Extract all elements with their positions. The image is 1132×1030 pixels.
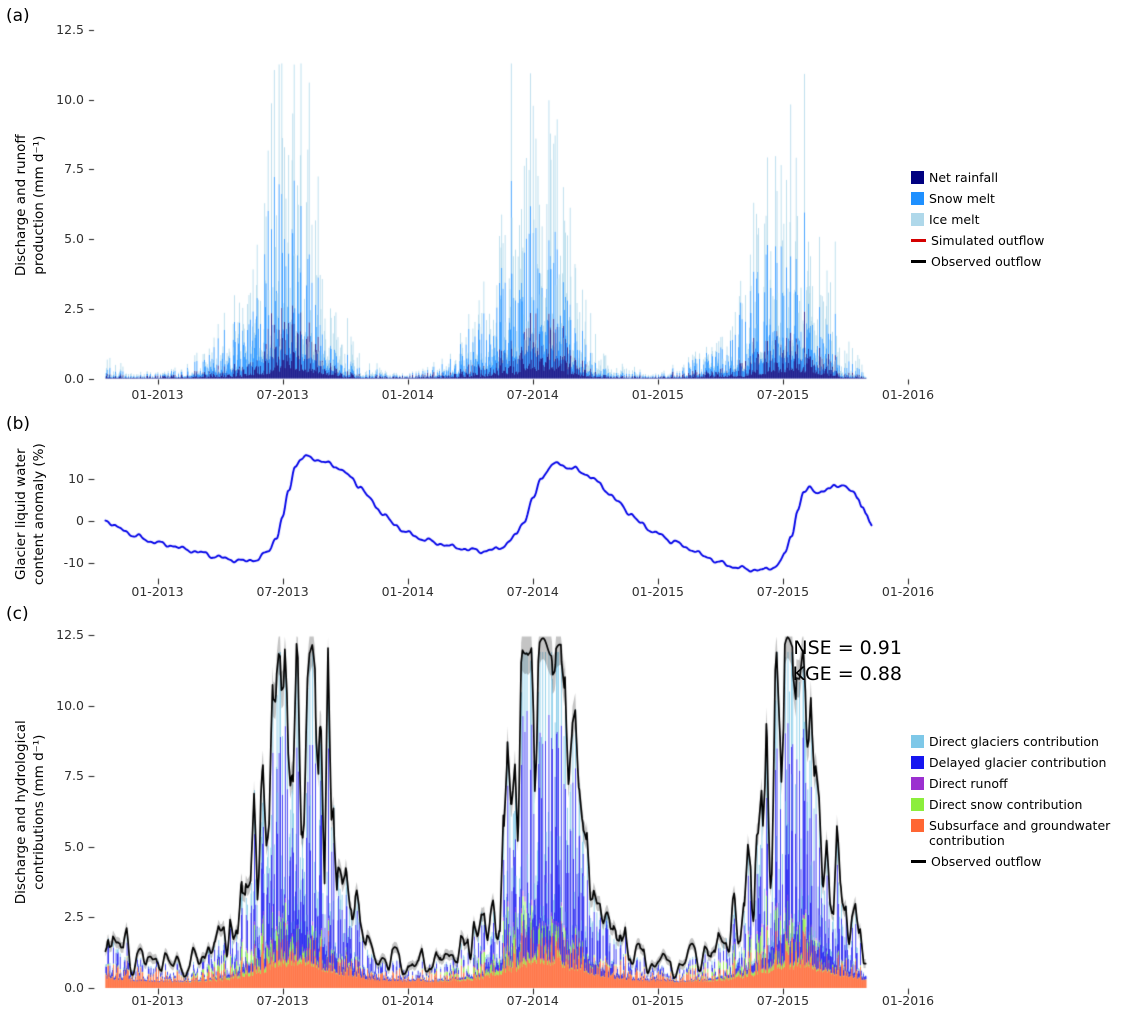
legend-item: Observed outflow: [911, 854, 1129, 869]
legend-item: Observed outflow: [911, 254, 1044, 269]
x-tick-label: 07-2015: [756, 584, 810, 599]
x-tick-label: 07-2014: [506, 387, 559, 402]
y-tick-label: -10: [63, 555, 84, 571]
legend-item: Snow melt: [911, 191, 1044, 206]
legend-item: Direct snow contribution: [911, 797, 1129, 812]
legend-label: Direct runoff: [929, 776, 1008, 791]
legend-label: Net rainfall: [929, 170, 999, 185]
legend-item: Subsurface and groundwater contribution: [911, 818, 1129, 848]
x-tick-label: 07-2013: [256, 584, 309, 599]
legend-label: Observed outflow: [931, 254, 1042, 269]
legend-item: Ice melt: [911, 212, 1044, 227]
y-tick-label: 0.0: [64, 980, 84, 995]
x-tick-label: 07-2015: [756, 387, 810, 402]
x-tick-label: 01-2013: [131, 584, 184, 599]
x-tick-label: 07-2015: [756, 993, 810, 1008]
legend-square-swatch: [911, 756, 924, 769]
legend-square-swatch: [911, 213, 924, 226]
x-tick-label: 01-2013: [131, 993, 184, 1008]
legend-label: Snow melt: [929, 191, 995, 206]
y-tick-label: 0: [76, 513, 84, 529]
y-tick-label: 7.5: [64, 161, 84, 177]
x-tick-label: 01-2015: [631, 993, 684, 1008]
legend-square-swatch: [911, 777, 924, 790]
legend-square-swatch: [911, 798, 924, 811]
legend-label: Subsurface and groundwater contribution: [929, 818, 1111, 848]
legend-square-swatch: [911, 192, 924, 205]
legend-item: Direct glaciers contribution: [911, 734, 1129, 749]
y-tick-label: 12.5: [56, 22, 84, 37]
x-tick-label: 01-2013: [131, 387, 184, 402]
y-tick-label: 10: [68, 471, 84, 487]
legend-square-swatch: [911, 171, 924, 184]
legend-line-swatch: [911, 260, 926, 263]
legend-label: Direct glaciers contribution: [929, 734, 1099, 749]
legend-label: Observed outflow: [931, 854, 1042, 869]
legend-line-swatch: [911, 860, 926, 863]
legend-label: Delayed glacier contribution: [929, 755, 1107, 770]
panel-b-label: (b): [6, 414, 31, 434]
y-tick-label: 0.0: [64, 370, 84, 386]
x-tick-label: 07-2014: [506, 584, 559, 599]
legend-square-swatch: [911, 735, 924, 748]
x-tick-label: 01-2016: [881, 584, 935, 599]
x-tick-label: 01-2015: [631, 387, 684, 402]
kge-value: KGE = 0.88: [792, 662, 903, 685]
y-tick-label: 2.5: [64, 300, 84, 316]
y-tick-label: 5.0: [64, 231, 84, 247]
legend-panel-c: Direct glaciers contribution Delayed glac…: [911, 734, 1129, 869]
legend-square-swatch: [911, 819, 924, 832]
x-tick-label: 01-2016: [881, 993, 935, 1008]
y-tick-label: 5.0: [64, 838, 84, 854]
legend-label: Simulated outflow: [931, 233, 1045, 248]
legend-label: Direct snow contribution: [929, 797, 1083, 812]
x-tick-label: 07-2013: [256, 387, 309, 402]
legend-panel-a: Net rainfall Snow melt Ice melt Simulated o…: [911, 170, 1044, 269]
x-tick-label: 01-2014: [381, 387, 434, 402]
model-skill-annotation: NSE = 0.91 KGE = 0.88: [793, 636, 903, 687]
y-tick-label: 7.5: [64, 768, 84, 784]
y-tick-label: 10.0: [56, 697, 84, 713]
nse-value: NSE = 0.91: [793, 637, 902, 659]
x-tick-label: 07-2014: [506, 993, 559, 1008]
panel-c-label: (c): [6, 604, 29, 624]
y-tick-label: 10.0: [56, 91, 84, 107]
x-tick-label: 07-2013: [256, 993, 309, 1008]
legend-item: Net rainfall: [911, 170, 1044, 185]
legend-item: Simulated outflow: [911, 233, 1044, 248]
legend-line-swatch: [911, 239, 926, 242]
y-tick-label: 2.5: [64, 909, 84, 925]
y-tick-label: 12.5: [56, 627, 84, 642]
legend-label: Ice melt: [929, 212, 980, 227]
legend-item: Delayed glacier contribution: [911, 755, 1129, 770]
x-tick-label: 01-2016: [881, 387, 935, 402]
x-tick-label: 01-2014: [381, 993, 434, 1008]
x-tick-label: 01-2014: [381, 584, 434, 599]
x-tick-label: 01-2015: [631, 584, 684, 599]
panel-a-label: (a): [6, 6, 30, 26]
panel-c-y-axis-title: Discharge and hydrological contributions…: [12, 720, 47, 905]
legend-item: Direct runoff: [911, 776, 1129, 791]
